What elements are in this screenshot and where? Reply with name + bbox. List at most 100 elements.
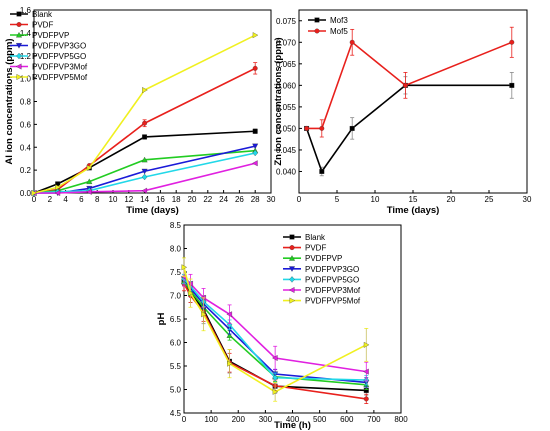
x-tick-label: 0 <box>297 195 302 204</box>
data-point <box>252 143 259 150</box>
y-tick-label: 1.6 <box>20 6 32 15</box>
legend-marker <box>288 266 296 272</box>
data-point <box>86 178 93 185</box>
data-point <box>226 311 233 318</box>
data-point <box>252 149 258 157</box>
chart-panel-ph: 0 100 200 300 400 500 600 700 800 4.5 5.0 5.5 6.0 6.5… <box>156 221 408 431</box>
legend-marker <box>15 63 22 70</box>
data-point <box>141 187 148 194</box>
data-point <box>201 311 207 318</box>
data-point <box>363 396 369 402</box>
plot-frame <box>298 9 528 194</box>
legend-label: PVDFPVP5GO <box>305 275 359 284</box>
legend-label: PVDFPVP5Mof <box>32 73 88 82</box>
x-tick-label: 200 <box>232 415 246 424</box>
y-tick-label: 0.6 <box>20 120 32 129</box>
x-tick-label: 0 <box>182 415 187 424</box>
x-tick-label: 6 <box>79 195 84 204</box>
data-point <box>363 368 369 375</box>
data-point <box>142 120 148 126</box>
legend-marker <box>289 276 295 283</box>
legend-marker <box>16 73 23 81</box>
legend-label: PVDFPVP5Mof <box>305 297 361 306</box>
x-tick-label: 30 <box>267 195 276 204</box>
data-point <box>509 82 515 88</box>
data-point <box>226 332 233 338</box>
y-tick-label: 0.055 <box>276 103 297 112</box>
chart-panel-al: 0 2 4 6 8 10 12 14 16 18 20 22 24 26 28 300.00.20.40.60… <box>4 6 276 216</box>
legend-marker <box>15 31 23 38</box>
x-tick-label: 400 <box>286 415 300 424</box>
legend-marker <box>16 22 22 27</box>
data-point <box>304 125 310 131</box>
y-tick-label: 1.4 <box>20 29 32 38</box>
x-tick-label: 30 <box>523 195 532 204</box>
x-axis-label: Time (days) <box>126 205 179 216</box>
x-tick-label: 500 <box>313 415 327 424</box>
legend-label: PVDFPVP5GO <box>32 52 86 61</box>
x-tick-label: 12 <box>124 195 133 204</box>
data-point <box>252 128 258 134</box>
x-tick-label: 10 <box>371 195 380 204</box>
data-point <box>86 164 93 171</box>
legend-marker <box>289 297 296 304</box>
data-point <box>142 87 148 94</box>
series-line <box>183 276 367 373</box>
x-tick-label: 20 <box>447 195 456 204</box>
y-tick-label: 7.0 <box>170 292 182 301</box>
legend-marker <box>16 52 22 60</box>
data-point <box>227 360 233 367</box>
data-point <box>142 134 148 140</box>
x-tick-label: 18 <box>172 195 181 204</box>
legend-marker <box>288 255 296 261</box>
x-tick-label: 20 <box>188 195 197 204</box>
y-tick-label: 5.0 <box>170 386 182 395</box>
legend-label: PVDF <box>32 21 53 30</box>
data-point <box>141 168 148 175</box>
legend-marker <box>289 245 295 251</box>
series-line <box>305 84 512 174</box>
plot-frame <box>33 9 272 194</box>
x-tick-label: 0 <box>32 195 37 204</box>
y-tick-label: 8.0 <box>170 245 182 254</box>
y-tick-label: 0.0 <box>20 189 32 198</box>
legend-marker <box>289 234 295 240</box>
data-point <box>349 39 355 45</box>
y-tick-label: 7.5 <box>170 268 182 277</box>
y-tick-label: 8.5 <box>170 221 182 230</box>
legend-label: PVDFPVP3GO <box>305 265 359 274</box>
data-point <box>252 65 258 71</box>
legend-marker <box>314 28 320 34</box>
legend-label: PVDFPVP3Mof <box>32 63 88 72</box>
legend-label: PVDFPVP3Mof <box>305 286 361 295</box>
x-tick-label: 100 <box>204 415 218 424</box>
y-tick-label: 0.075 <box>276 17 297 26</box>
y-tick-label: 0.045 <box>276 146 297 155</box>
x-tick-label: 2 <box>48 195 53 204</box>
y-tick-label: 0.060 <box>276 81 297 90</box>
y-tick-label: 0.065 <box>276 60 297 69</box>
x-tick-label: 22 <box>203 195 212 204</box>
data-point <box>252 160 258 167</box>
x-tick-label: 15 <box>409 195 418 204</box>
chart-panel-zn: 0 5 10 15 20 25 30 0.040 0.045 0.050 0.055 0.060 0.0… <box>273 9 532 216</box>
legend-marker <box>288 286 295 294</box>
x-tick-label: 300 <box>259 415 273 424</box>
x-tick-label: 14 <box>140 195 149 204</box>
legend-label: Blank <box>305 233 326 242</box>
data-point <box>86 188 92 195</box>
x-tick-label: 10 <box>109 195 118 204</box>
y-axis-label: Zn ion concentrations (ppm) <box>273 37 284 165</box>
y-axis-label: pH <box>156 313 167 326</box>
data-point <box>54 189 61 197</box>
data-point <box>188 290 194 297</box>
x-axis-label: Time (days) <box>387 205 440 216</box>
y-axis-label: Al ion concentrations (ppm) <box>4 38 15 164</box>
series-mof5 <box>304 26 515 138</box>
data-point <box>319 125 325 131</box>
x-tick-label: 600 <box>340 415 354 424</box>
x-tick-label: 28 <box>251 195 260 204</box>
data-point <box>31 189 38 197</box>
legend-marker <box>314 17 320 23</box>
